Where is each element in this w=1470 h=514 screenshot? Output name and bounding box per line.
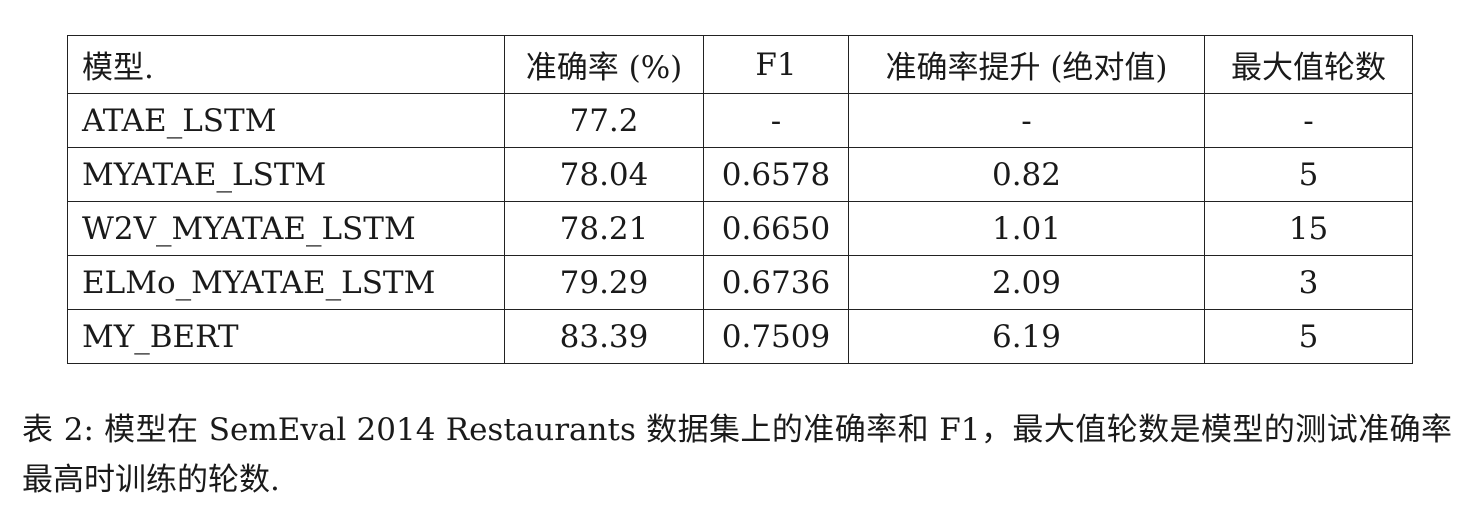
header-accuracy-gain: 准确率提升 (绝对值) [848, 35, 1205, 94]
table-row: MYATAE_LSTM 78.04 0.6578 0.82 5 [67, 147, 1413, 202]
cell-f1: 0.6736 [703, 255, 849, 310]
cell-f1: 0.6650 [703, 201, 849, 256]
cell-best-epoch: 15 [1204, 201, 1413, 256]
cell-model: ELMo_MYATAE_LSTM [67, 255, 505, 310]
cell-accuracy-gain: 0.82 [848, 147, 1205, 202]
table-row: ELMo_MYATAE_LSTM 79.29 0.6736 2.09 3 [67, 255, 1413, 310]
table-row: W2V_MYATAE_LSTM 78.21 0.6650 1.01 15 [67, 201, 1413, 256]
cell-f1: - [703, 93, 849, 148]
header-model: 模型. [67, 35, 505, 94]
cell-accuracy: 77.2 [504, 93, 704, 148]
table-row: MY_BERT 83.39 0.7509 6.19 5 [67, 309, 1413, 364]
cell-f1-best: 0.7509 [703, 309, 849, 364]
table-row: ATAE_LSTM 77.2 - - - [67, 93, 1413, 148]
cell-model: W2V_MYATAE_LSTM [67, 201, 505, 256]
cell-accuracy: 78.04 [504, 147, 704, 202]
cell-model: MYATAE_LSTM [67, 147, 505, 202]
cell-best-epoch: 5 [1204, 309, 1413, 364]
header-accuracy: 准确率 (%) [504, 35, 704, 94]
cell-accuracy-gain: 1.01 [848, 201, 1205, 256]
header-f1: F1 [703, 35, 849, 94]
header-best-epoch: 最大值轮数 [1204, 35, 1413, 94]
cell-accuracy: 78.21 [504, 201, 704, 256]
cell-accuracy-gain: - [848, 93, 1205, 148]
cell-accuracy: 79.29 [504, 255, 704, 310]
cell-best-epoch: 3 [1204, 255, 1413, 310]
cell-accuracy-gain-best: 6.19 [848, 309, 1205, 364]
cell-best-epoch: 5 [1204, 147, 1413, 202]
table-caption: 表 2: 模型在 SemEval 2014 Restaurants 数据集上的准… [22, 412, 1452, 498]
cell-model: MY_BERT [67, 309, 505, 364]
cell-accuracy-gain: 2.09 [848, 255, 1205, 310]
cell-accuracy-best: 83.39 [504, 309, 704, 364]
table-header-row: 模型. 准确率 (%) F1 准确率提升 (绝对值) 最大值轮数 [67, 35, 1413, 94]
cell-model: ATAE_LSTM [67, 93, 505, 148]
results-table: 模型. 准确率 (%) F1 准确率提升 (绝对值) 最大值轮数 ATAE_LS… [67, 35, 1413, 364]
cell-f1: 0.6578 [703, 147, 849, 202]
cell-best-epoch: - [1204, 93, 1413, 148]
